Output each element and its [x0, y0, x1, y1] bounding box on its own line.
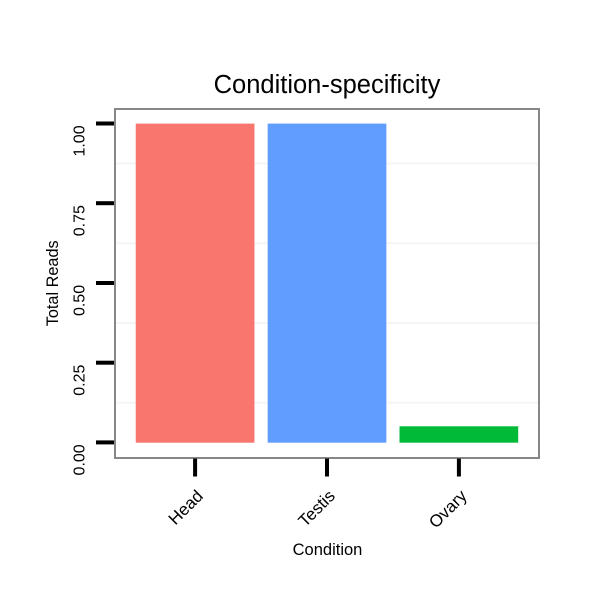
- svg-text:0.25: 0.25: [71, 364, 88, 395]
- svg-text:0.75: 0.75: [71, 205, 88, 236]
- svg-text:Total Reads: Total Reads: [44, 240, 62, 326]
- svg-text:0.50: 0.50: [71, 285, 88, 316]
- svg-text:1.00: 1.00: [71, 125, 88, 156]
- svg-text:Condition: Condition: [293, 541, 363, 559]
- svg-text:Condition-specificity: Condition-specificity: [214, 71, 441, 99]
- svg-text:0.00: 0.00: [71, 444, 88, 475]
